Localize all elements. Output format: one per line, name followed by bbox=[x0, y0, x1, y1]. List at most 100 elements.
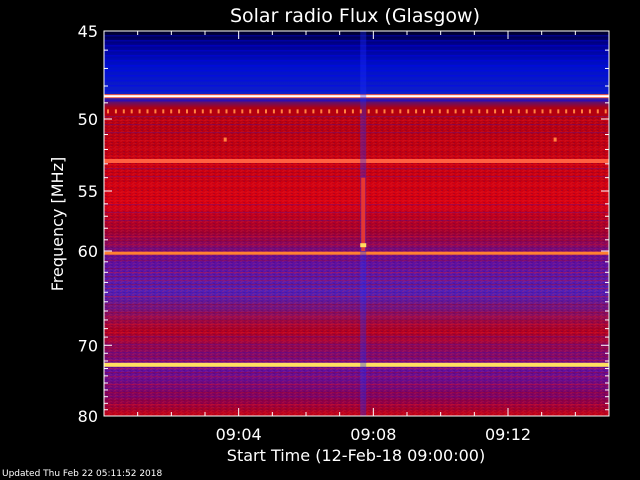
marker-dot bbox=[272, 109, 275, 114]
spectrogram-band bbox=[104, 35, 609, 37]
spectrogram-band bbox=[104, 336, 609, 338]
marker-dot bbox=[304, 109, 307, 114]
spectrogram-band bbox=[104, 128, 609, 130]
spectrogram-band bbox=[104, 208, 609, 210]
marker-dot bbox=[604, 109, 607, 114]
spectrogram-band bbox=[104, 85, 609, 87]
feature-burst-core bbox=[361, 177, 366, 251]
spectrogram-band bbox=[104, 156, 609, 158]
marker-dot bbox=[249, 109, 252, 114]
spectrogram-band bbox=[104, 320, 609, 322]
marker-dot bbox=[233, 109, 236, 114]
spectrogram-band bbox=[104, 376, 609, 378]
spectrogram-band bbox=[104, 172, 609, 174]
spectrogram-band bbox=[104, 244, 609, 246]
spectrogram-band bbox=[104, 200, 609, 202]
x-tick-label: 09:08 bbox=[350, 425, 396, 444]
marker-dot bbox=[328, 109, 331, 114]
marker-dot bbox=[193, 109, 196, 114]
marker-dot bbox=[312, 109, 315, 114]
spectrogram-band bbox=[104, 312, 609, 314]
spectrogram-plot bbox=[104, 31, 609, 416]
y-tick-label: 60 bbox=[78, 242, 98, 261]
marker-dot bbox=[351, 109, 354, 114]
marker-dot bbox=[470, 109, 473, 114]
spectrogram-band bbox=[104, 80, 609, 82]
spectrogram-band bbox=[104, 148, 609, 150]
spectrogram-band bbox=[104, 180, 609, 182]
spectrogram-band bbox=[104, 236, 609, 238]
spectrogram-band bbox=[104, 340, 609, 342]
spectrogram-band bbox=[104, 192, 609, 194]
spectrogram-band bbox=[104, 240, 609, 242]
marker-dot bbox=[573, 109, 576, 114]
spectrogram-band bbox=[104, 256, 609, 258]
spectrogram-band bbox=[104, 228, 609, 230]
spectrogram-band bbox=[104, 300, 609, 302]
y-tick-label: 45 bbox=[78, 22, 98, 41]
spectrogram-band bbox=[104, 368, 609, 370]
x-axis-label: Start Time (12-Feb-18 09:00:00) bbox=[227, 446, 485, 465]
feature-line bbox=[104, 362, 609, 367]
spectrogram-band bbox=[104, 196, 609, 198]
marker-dot bbox=[138, 109, 141, 114]
spectrogram-band bbox=[104, 388, 609, 390]
spectrogram-band bbox=[104, 116, 609, 118]
spectrogram-band bbox=[104, 384, 609, 386]
spectrogram-band bbox=[104, 40, 609, 42]
chart-title: Solar radio Flux (Glasgow) bbox=[230, 5, 480, 27]
spectrogram-band bbox=[104, 292, 609, 294]
spectrogram-band bbox=[104, 188, 609, 190]
marker-dot bbox=[407, 109, 410, 114]
y-tick-label: 50 bbox=[78, 110, 98, 129]
spectrogram-band bbox=[104, 232, 609, 234]
spectrogram-band bbox=[104, 264, 609, 266]
marker-dot bbox=[122, 109, 125, 114]
spectrogram-band bbox=[104, 120, 609, 122]
x-tick-label: 09:04 bbox=[216, 425, 262, 444]
spectrogram-band bbox=[104, 356, 609, 358]
marker-dot bbox=[557, 109, 560, 114]
spectrogram-band bbox=[104, 268, 609, 270]
spectrogram-band bbox=[104, 304, 609, 306]
spectrogram-band bbox=[104, 132, 609, 134]
marker-dot bbox=[186, 109, 188, 114]
marker-dot bbox=[415, 109, 418, 114]
marker-dot bbox=[367, 109, 370, 114]
marker-dot bbox=[596, 109, 599, 114]
marker-dot bbox=[201, 109, 204, 114]
marker-dot bbox=[154, 109, 157, 114]
spectrogram-band bbox=[104, 260, 609, 262]
spectrogram-band bbox=[104, 60, 609, 62]
marker-dot bbox=[423, 109, 425, 114]
marker-dot bbox=[265, 109, 267, 114]
y-tick-label: 55 bbox=[78, 182, 98, 201]
marker-dot bbox=[344, 109, 346, 114]
spectrogram-band bbox=[104, 396, 609, 398]
marker-dot bbox=[565, 109, 568, 114]
marker-dot bbox=[517, 109, 520, 114]
marker-dot bbox=[217, 109, 220, 114]
spectrogram-band bbox=[104, 372, 609, 374]
marker-dot bbox=[494, 109, 497, 114]
spectrogram-band bbox=[104, 288, 609, 290]
marker-dot bbox=[130, 109, 133, 114]
spectrogram-band bbox=[104, 412, 609, 414]
marker-dot bbox=[581, 109, 583, 114]
marker-dot bbox=[209, 109, 212, 114]
spectrogram-band bbox=[104, 50, 609, 52]
marker-dot bbox=[257, 109, 260, 114]
plot-frame bbox=[103, 30, 610, 417]
spectrogram-band bbox=[104, 55, 609, 57]
marker-dot bbox=[478, 109, 481, 114]
y-axis-label: Frequency [MHz] bbox=[48, 157, 67, 291]
spectrogram-band bbox=[104, 152, 609, 154]
spectrogram-band bbox=[104, 352, 609, 354]
spectrogram-band bbox=[104, 90, 609, 92]
marker-spot bbox=[553, 137, 557, 142]
spectrogram-band bbox=[104, 380, 609, 382]
marker-spot bbox=[223, 137, 227, 142]
y-axis: 45 50 55 60 70 80 bbox=[78, 22, 609, 426]
spectrogram-band bbox=[104, 212, 609, 214]
